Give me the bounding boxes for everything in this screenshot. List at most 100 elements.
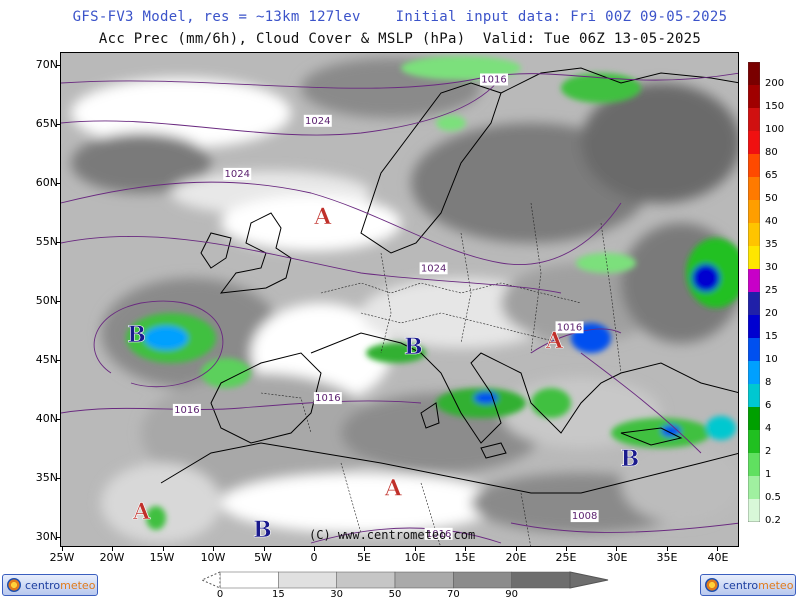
- lat-tick-2: [56, 183, 60, 184]
- logo-text-part2: meteo: [758, 578, 794, 592]
- sun-icon: [7, 578, 21, 592]
- lon-label-10e: 10E: [404, 551, 426, 564]
- precip-swatch-19: [748, 499, 760, 522]
- lon-label-15w: 15W: [149, 551, 175, 564]
- lat-label-40: 40N: [35, 412, 58, 425]
- lat-label-45: 45N: [35, 353, 58, 366]
- low-pressure-center-7: B: [253, 517, 272, 543]
- lon-label-25e: 25E: [555, 551, 577, 564]
- precip-swatch-0: [748, 62, 760, 86]
- country-borders: [260, 202, 622, 546]
- high-pressure-center-6: A: [132, 499, 151, 525]
- precip-scale-label-3: 80: [765, 146, 778, 158]
- lat-tick-1: [56, 124, 60, 125]
- isobar-label-bg-3: [419, 262, 448, 275]
- centrometeo-logo-right[interactable]: centrometeo: [700, 574, 796, 596]
- precipitation-layer: [126, 56, 738, 530]
- cloud-scale-label-4: 70: [446, 589, 460, 600]
- cloud-scale-label-5: 90: [505, 589, 519, 600]
- high-pressure-center-0: A: [313, 204, 332, 230]
- isobars: [61, 72, 738, 544]
- forecast-map: 1016 1024 1024 1024 1016 1016 1016 1008 1016 A B B…: [60, 52, 739, 547]
- copyright-text: (C) www.centrometeo.com: [309, 528, 475, 542]
- precip-swatch-15: [748, 407, 760, 431]
- lat-tick-8: [56, 537, 60, 538]
- cloud-swatch-4: [453, 571, 512, 589]
- centrometeo-logo-left[interactable]: centrometeo: [2, 574, 98, 596]
- precip-scale-label-11: 15: [765, 330, 778, 342]
- cloud-scale-label-0: 0: [216, 589, 224, 600]
- precip-swatch-13: [748, 361, 760, 385]
- cloud-swatch-5: [511, 571, 571, 589]
- cloud-scale-label-1: 15: [271, 589, 285, 600]
- precip-scale-label-10: 20: [765, 307, 778, 319]
- lon-label-20e: 20E: [505, 551, 527, 564]
- cloud-cover-color-bar: [200, 571, 609, 589]
- precip-color-bar: [748, 62, 760, 522]
- isobar-label-bg-0: [480, 73, 509, 86]
- lat-tick-6: [56, 419, 60, 420]
- lon-tick-8: [465, 547, 467, 551]
- lon-tick-1: [112, 547, 114, 551]
- precip-scale-label-12: 10: [765, 353, 778, 365]
- lon-label-25w: 25W: [49, 551, 75, 564]
- lat-label-55: 55N: [35, 235, 58, 248]
- precip-scale-label-0: 200: [765, 77, 785, 89]
- lon-tick-5: [314, 547, 315, 551]
- lat-label-50: 50N: [35, 294, 58, 307]
- sun-icon: [705, 578, 719, 592]
- precip-swatch-3: [748, 131, 760, 155]
- lon-label-30e: 30E: [606, 551, 628, 564]
- precip-swatch-6: [748, 200, 760, 224]
- lon-label-20w: 20W: [99, 551, 125, 564]
- lat-tick-0: [56, 65, 60, 66]
- precip-scale-label-18: 0.5: [765, 491, 781, 503]
- precip-scale-label-2: 100: [765, 123, 785, 135]
- lon-tick-2: [162, 547, 164, 551]
- precip-swatch-18: [748, 476, 760, 500]
- lon-label-10w: 10W: [200, 551, 226, 564]
- precip-scale-label-16: 2: [765, 445, 772, 457]
- coastlines: [160, 67, 738, 494]
- lon-tick-0: [62, 547, 63, 551]
- precip-swatch-4: [748, 154, 760, 178]
- pressure-centers: A B B A B A A B: [127, 204, 640, 543]
- lon-label-0: 0: [310, 551, 318, 564]
- high-pressure-center-3: A: [545, 328, 564, 354]
- cloud-scale-label-2: 30: [330, 589, 344, 600]
- logo-text-part1: centro: [25, 578, 61, 592]
- cloud-bar-high-tip: [569, 571, 609, 589]
- precip-scale-label-17: 1: [765, 468, 772, 480]
- isobar-label-bg-6: [313, 392, 342, 405]
- lat-tick-3: [56, 242, 60, 243]
- isobar-label-2: 1024: [224, 169, 249, 180]
- precip-scale-label-7: 35: [765, 238, 778, 250]
- cloud-swatch-0: [219, 571, 279, 589]
- isobar-label-bg-2: [223, 167, 252, 180]
- logo-text-part1: centro: [723, 578, 759, 592]
- cloud-scale-label-3: 50: [388, 589, 402, 600]
- isobar-labels: 1016 1024 1024 1024 1016 1016 1016 1008 1016: [172, 73, 599, 540]
- lon-tick-4: [263, 547, 265, 551]
- cloud-cover-layer: [71, 58, 738, 543]
- precip-scale-label-8: 30: [765, 261, 778, 273]
- high-pressure-center-5: A: [384, 476, 403, 502]
- precip-swatch-5: [748, 177, 760, 201]
- lon-tick-7: [414, 547, 416, 551]
- isobar-label-6: 1016: [315, 393, 340, 404]
- precip-scale-label-6: 40: [765, 215, 778, 227]
- precip-scale-label-9: 25: [765, 284, 778, 296]
- map-canvas: 1016 1024 1024 1024 1016 1016 1016 1008 1016 A B B…: [61, 53, 738, 546]
- lon-label-5w: 5W: [254, 551, 272, 564]
- lon-tick-10: [566, 547, 567, 551]
- isobar-label-bg-4: [555, 321, 584, 334]
- cloud-swatch-1: [278, 571, 337, 589]
- precip-swatch-12: [748, 338, 760, 362]
- lon-label-40e: 40E: [707, 551, 729, 564]
- isobar-label-bg-1: [303, 114, 332, 127]
- precip-swatch-17: [748, 453, 760, 477]
- precip-swatch-7: [748, 223, 760, 247]
- lat-tick-4: [56, 301, 60, 302]
- map-title-line2: Acc Prec (mm/6h), Cloud Cover & MSLP (hP…: [98, 31, 702, 47]
- precip-scale-label-4: 65: [765, 169, 778, 181]
